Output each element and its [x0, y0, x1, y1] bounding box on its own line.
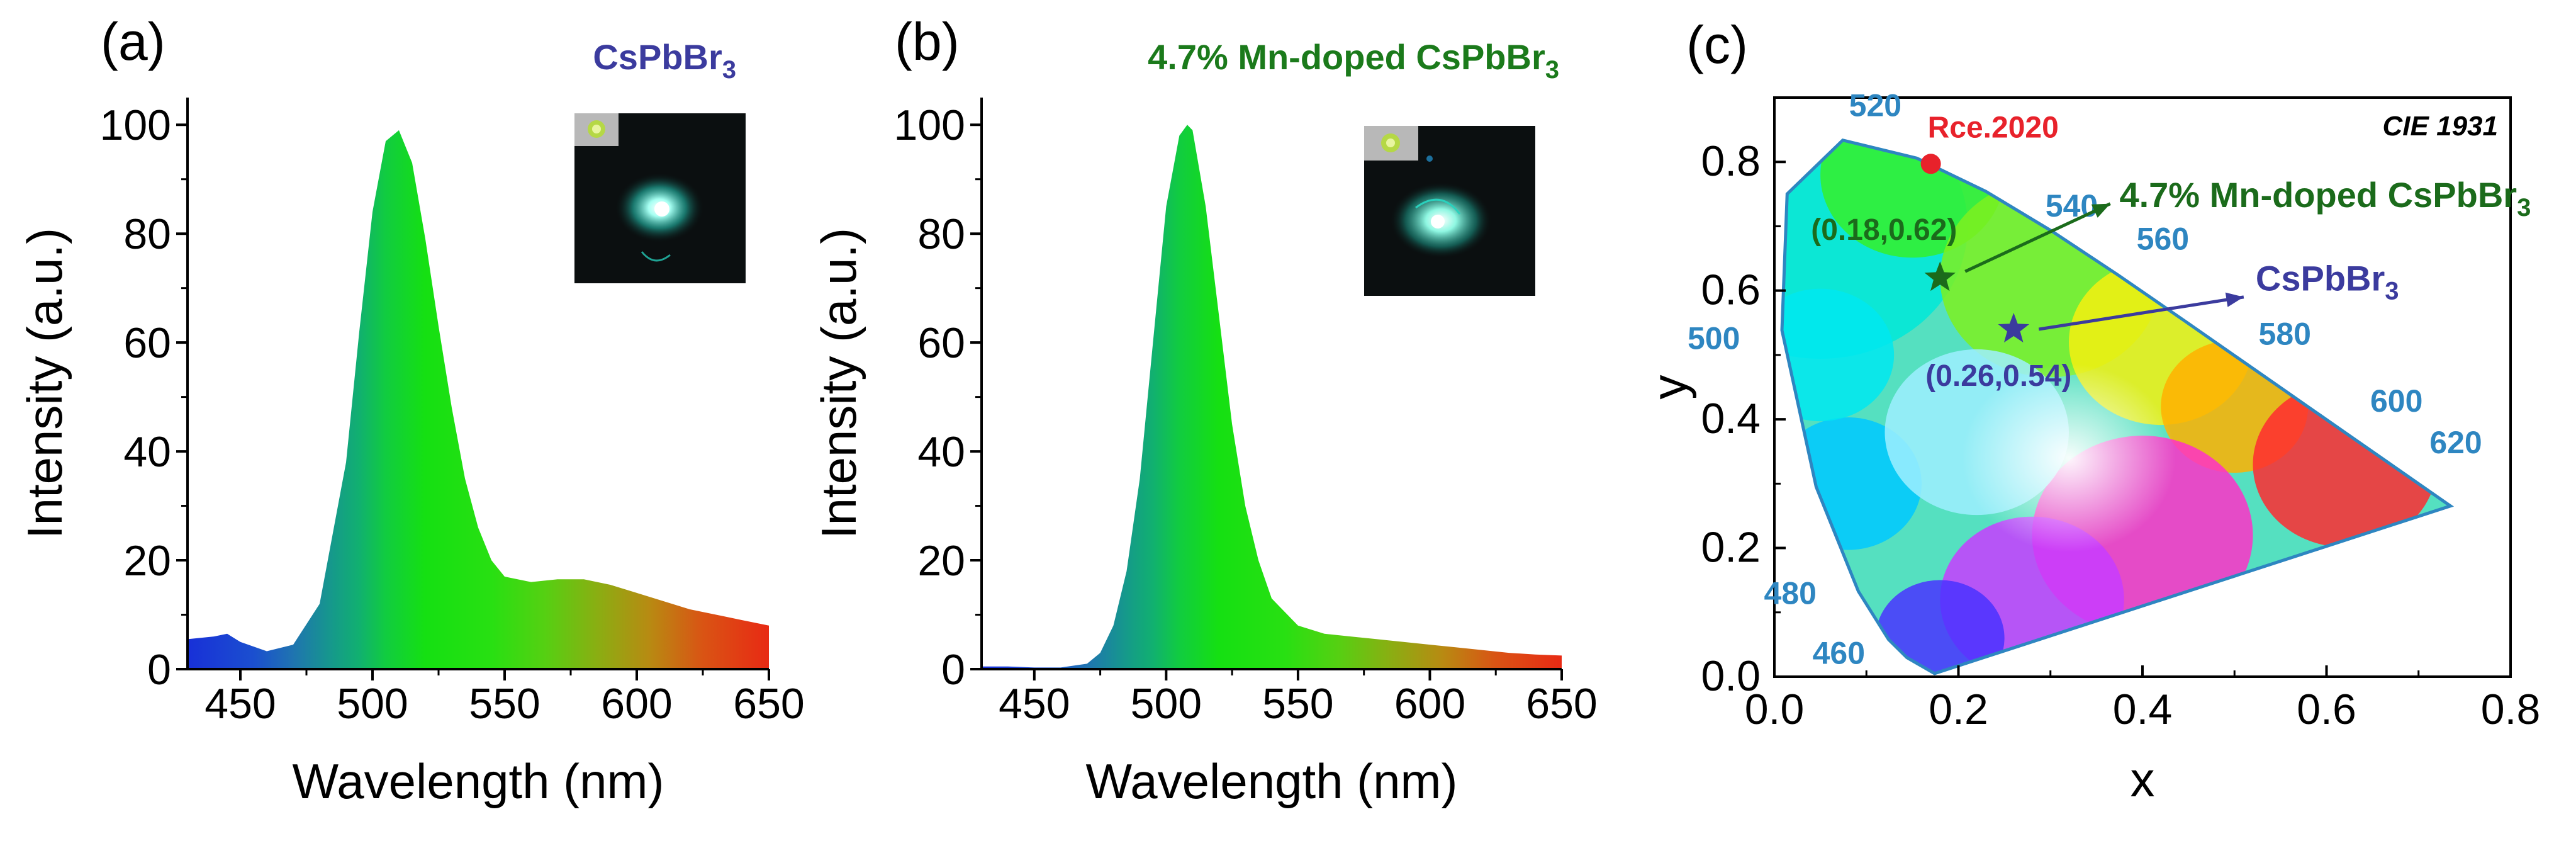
- x-tick-label: 0.2: [1929, 686, 1988, 733]
- y-tick-label: 40: [917, 428, 965, 476]
- y-tick-label: 0.0: [1701, 652, 1761, 700]
- x-tick-label: 0.8: [2481, 686, 2541, 733]
- x-tick-label: 450: [204, 680, 276, 728]
- x-tick-label: 550: [469, 680, 540, 728]
- y-tick-label: 100: [894, 101, 965, 149]
- y-axis-title: Intensity (a.u.): [811, 228, 866, 539]
- arrow-pure-head: [2225, 292, 2244, 307]
- panel-b-sample-label: 4.7% Mn-doped CsPbBr3: [1148, 37, 1559, 84]
- panel-a-label: (a): [101, 12, 165, 71]
- arrow-doped-label: 4.7% Mn-doped CsPbBr3: [2119, 175, 2531, 222]
- y-tick-label: 100: [100, 101, 171, 149]
- y-tick-label: 60: [917, 319, 965, 367]
- x-tick-label: 600: [1394, 680, 1465, 728]
- x-tick-label: 600: [601, 680, 672, 728]
- panel-c: (c) 0.0 0.2 0.4 0.6 0.8 0.0 0.2 0.4 0.6 0.8 x y CIE …: [1642, 15, 2540, 807]
- panel-b-label: (b): [895, 12, 960, 71]
- arrow-doped: [1964, 202, 2111, 273]
- x-tick-label: 450: [999, 680, 1070, 728]
- panel-a-plot: 450 500 550 600 650 0 20 40 60 80 100 Wavelength (n…: [17, 98, 805, 809]
- y-axis-title: y: [1642, 375, 1697, 400]
- y-tick-label: 60: [123, 319, 171, 367]
- point-rce2020-label: Rce.2020: [1928, 111, 2059, 144]
- y-tick-label: 80: [917, 210, 965, 258]
- wavelength-label: 600: [2370, 383, 2422, 419]
- y-axis-title: Intensity (a.u.): [17, 228, 72, 539]
- panel-b-led-inset: [1364, 126, 1535, 296]
- panel-c-plot: 0.0 0.2 0.4 0.6 0.8 0.0 0.2 0.4 0.6 0.8 x y CIE 1931…: [1642, 88, 2540, 807]
- arrow-pure: [2038, 295, 2244, 331]
- cie-white-point-glow: [1962, 363, 2176, 553]
- panel-b-plot: 450 500 550 600 650 0 20 40 60 80 100 Wavelength (n…: [811, 98, 1598, 809]
- x-tick-label: 500: [1131, 680, 1202, 728]
- y-tick-label: 0: [147, 646, 171, 694]
- x-tick-label: 550: [1262, 680, 1333, 728]
- y-tick-label: 0.4: [1701, 395, 1761, 443]
- x-tick-label: 0.6: [2297, 686, 2356, 733]
- y-tick-label: 0: [941, 646, 965, 694]
- x-tick-label: 500: [337, 680, 408, 728]
- panel-a-led-inset: [574, 113, 746, 283]
- spectral-locus: [1780, 138, 2455, 675]
- point-doped-label: (0.18,0.62): [1811, 213, 1957, 247]
- y-tick-label: 0.8: [1701, 137, 1761, 185]
- x-tick-label: 650: [1526, 680, 1597, 728]
- arrow-doped-head: [2091, 203, 2110, 218]
- point-rce2020: [1920, 154, 1941, 174]
- wavelength-label: 480: [1764, 575, 1817, 611]
- panel-c-label: (c): [1686, 15, 1748, 74]
- x-tick-label: 650: [733, 680, 804, 728]
- x-tick-label: 0.4: [2113, 686, 2173, 733]
- point-pure-star: [1998, 313, 2029, 342]
- panel-a: (a) CsPbBr3 450 500 550 600 650 0 20 40 60 80 100 W…: [17, 12, 805, 809]
- cie-color-patch: [1782, 288, 1895, 422]
- point-pure-label: (0.26,0.54): [1925, 359, 2071, 393]
- wavelength-label: 560: [2137, 222, 2189, 257]
- point-doped-star: [1924, 261, 1956, 291]
- cie-title: CIE 1931: [2383, 111, 2498, 142]
- panel-a-sample-label: CsPbBr3: [593, 37, 736, 84]
- wavelength-label: 500: [1688, 321, 1740, 356]
- x-axis-title: Wavelength (nm): [1086, 754, 1458, 809]
- wavelength-label: 520: [1849, 88, 1901, 123]
- y-tick-label: 80: [123, 210, 171, 258]
- y-tick-label: 40: [123, 428, 171, 476]
- cie-color-patch: [1820, 140, 2005, 258]
- wavelength-label: 460: [1813, 636, 1865, 671]
- wavelength-label: 540: [2046, 188, 2098, 223]
- x-tick-label: 0.0: [1745, 686, 1805, 733]
- wavelength-label: 580: [2259, 317, 2311, 352]
- y-tick-label: 20: [123, 537, 171, 585]
- y-tick-label: 20: [917, 537, 965, 585]
- spectrum-area: [188, 130, 769, 669]
- cie-color-patch: [1875, 580, 2005, 674]
- panel-b: (b) 4.7% Mn-doped CsPbBr3 450 500 550 600 65…: [811, 12, 1598, 809]
- y-tick-label: 0.2: [1701, 524, 1761, 572]
- y-tick-label: 0.6: [1701, 266, 1761, 314]
- x-axis-title: Wavelength (nm): [293, 754, 664, 809]
- x-axis-title: x: [2131, 752, 2155, 807]
- arrow-pure-label: CsPbBr3: [2256, 259, 2399, 305]
- wavelength-label: 620: [2429, 425, 2482, 460]
